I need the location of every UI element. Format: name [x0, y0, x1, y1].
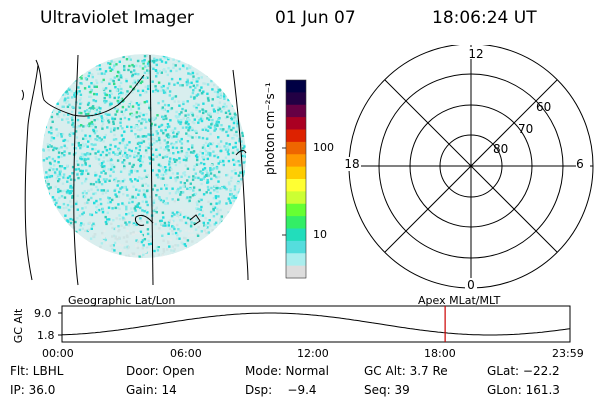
seq-info: Seq: 39 [364, 383, 410, 397]
colorbar-unit-label: photon cm⁻²s⁻¹ [263, 82, 277, 175]
auroral-image [21, 54, 249, 286]
x-tick-1800: 18:00 [424, 347, 456, 360]
geographic-caption: Geographic Lat/Lon [68, 294, 176, 307]
altitude-timeline-plot: 9.0 1.8 GC Alt [12, 305, 571, 343]
auroral-emission-disc [42, 54, 246, 258]
apex-caption: Apex MLat/MLT [418, 294, 501, 307]
polar-label-6: 6 [576, 157, 584, 171]
x-tick-0000: 00:00 [42, 347, 74, 360]
gain-info: Gain: 14 [126, 383, 177, 397]
filter-info: Flt: LBHL [10, 364, 64, 378]
color-scale-bar [282, 79, 307, 279]
polar-grid-plot: 12 18 6 0 80 70 60 [341, 45, 594, 292]
timeline-ymax: 9.0 [34, 307, 52, 320]
date-label: 01 Jun 07 [275, 8, 356, 28]
timeline-ylabel: GC Alt [12, 308, 25, 343]
lat-label-70: 70 [518, 122, 533, 136]
gc-alt-info: GC Alt: 3.7 Re [364, 364, 448, 378]
altitude-curve [61, 312, 571, 336]
colorbar-tick-100: 100 [313, 141, 334, 154]
geographic-lines [21, 54, 249, 286]
meridian-line-diagonal-2 [384, 79, 558, 253]
timeline-ymin: 1.8 [37, 329, 55, 342]
lat-label-80: 80 [493, 142, 508, 156]
timeline-frame [61, 305, 571, 343]
polar-label-0: 0 [467, 278, 475, 292]
ip-info: IP: 36.0 [10, 383, 56, 397]
glat-info: GLat: −22.2 [487, 364, 560, 378]
lat-label-60: 60 [536, 100, 551, 114]
app-title: Ultraviolet Imager [40, 8, 194, 28]
dsp-info: Dsp: −9.4 [245, 383, 317, 397]
x-tick-2359: 23:59 [552, 347, 584, 360]
glon-info: GLon: 161.3 [487, 383, 560, 397]
mode-info: Mode: Normal [245, 364, 329, 378]
polar-label-18: 18 [344, 157, 359, 171]
x-tick-0600: 06:00 [170, 347, 202, 360]
x-tick-1200: 12:00 [297, 347, 329, 360]
time-label: 18:06:24 UT [432, 8, 537, 28]
polar-label-12: 12 [468, 47, 483, 61]
color-scale-gradient [286, 80, 306, 279]
colorbar-tick-10: 10 [313, 228, 327, 241]
door-info: Door: Open [126, 364, 195, 378]
